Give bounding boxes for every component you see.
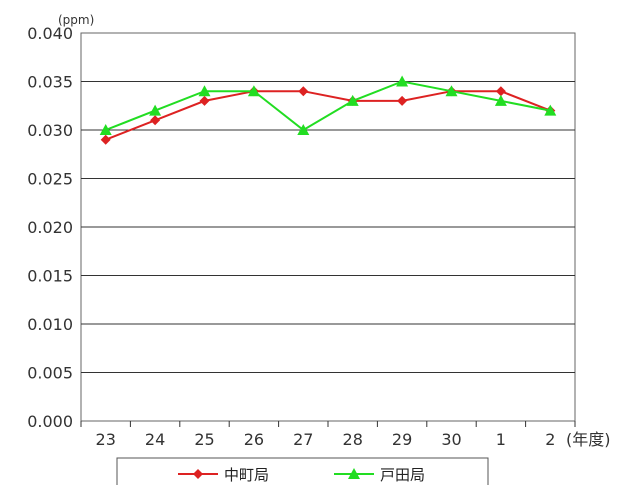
data-point	[495, 86, 506, 97]
y-tick-label: 0.010	[27, 315, 73, 334]
data-point	[100, 134, 111, 145]
y-tick-label: 0.005	[27, 364, 73, 383]
x-tick-label: 26	[244, 430, 264, 449]
y-tick-label: 0.040	[27, 24, 73, 43]
data-point	[445, 85, 458, 97]
x-tick-label: 23	[96, 430, 116, 449]
data-point	[397, 95, 408, 106]
legend-marker	[348, 468, 360, 479]
series-group	[99, 75, 557, 145]
data-point	[544, 104, 557, 116]
y-tick-label: 0.015	[27, 267, 73, 286]
legend-marker	[193, 469, 203, 479]
data-point	[198, 85, 211, 97]
x-tick-label: 1	[496, 430, 506, 449]
y-tick-label: 0.000	[27, 412, 73, 431]
x-tick-label: 27	[293, 430, 313, 449]
x-tick-label: 29	[392, 430, 412, 449]
data-point	[297, 124, 310, 135]
gridlines	[81, 81, 575, 373]
data-point	[99, 124, 112, 135]
data-point	[298, 86, 309, 97]
y-tick-label: 0.025	[27, 170, 73, 189]
legend-label: 戸田局	[380, 466, 425, 484]
data-point	[199, 95, 210, 106]
data-point	[149, 104, 162, 116]
legend-box	[116, 457, 489, 485]
data-point	[494, 94, 507, 106]
data-point	[247, 85, 260, 97]
y-axis-unit: (ppm)	[58, 13, 94, 27]
y-tick-label: 0.020	[27, 218, 73, 237]
series-line	[105, 80, 551, 132]
y-tick-label: 0.030	[27, 121, 73, 140]
y-tick-label: 0.035	[27, 73, 73, 92]
data-point	[396, 75, 409, 87]
x-tick-label: 2	[545, 430, 555, 449]
x-tick-label: 30	[441, 430, 461, 449]
x-tick-label: 28	[343, 430, 363, 449]
x-axis-ticks: 23 24 25 26 27 28 29 30 1 2	[80, 421, 576, 449]
x-tick-label: 24	[145, 430, 165, 449]
data-point	[346, 94, 359, 106]
legend: 中町局 戸田局	[116, 457, 489, 485]
series-2	[99, 75, 557, 135]
legend-label: 中町局	[224, 466, 269, 484]
x-axis-unit: (年度)	[566, 430, 611, 449]
series-line	[105, 90, 551, 141]
x-tick-label: 25	[194, 430, 214, 449]
y-axis-ticks: 0.000 0.005 0.010 0.015 0.020 0.025 0.030 0.035…	[27, 24, 73, 431]
data-point	[150, 115, 161, 126]
